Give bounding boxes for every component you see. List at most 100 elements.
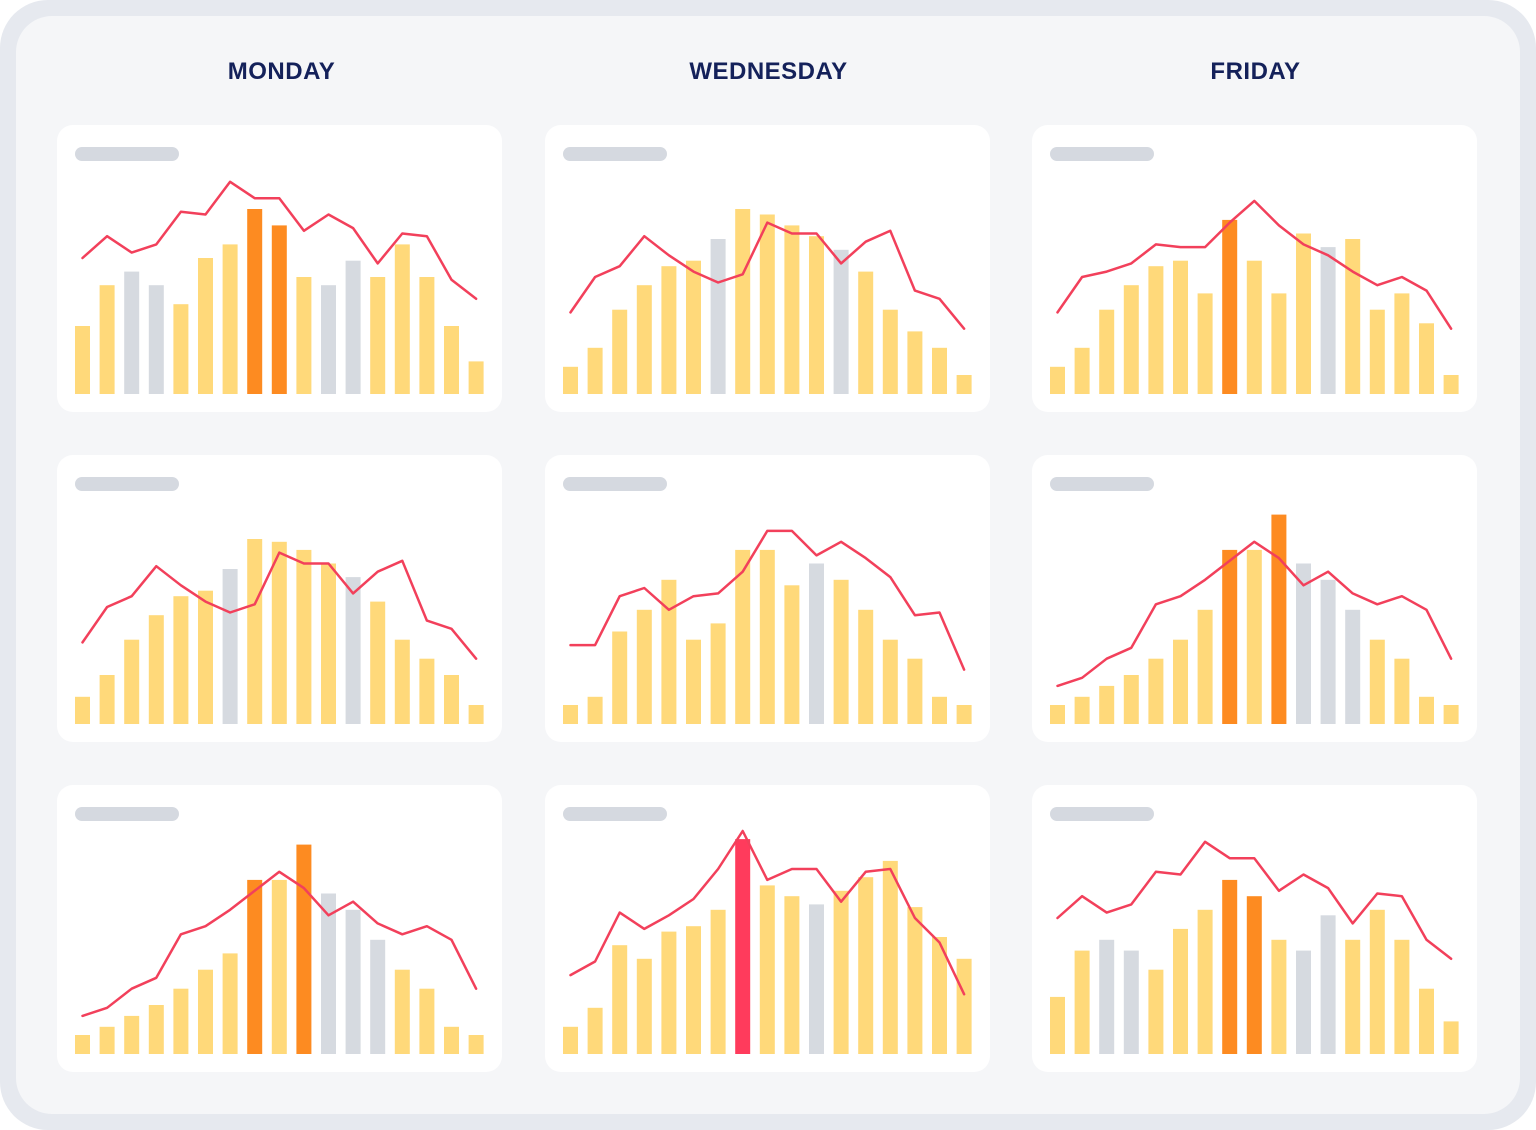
- bar[interactable]: [345, 909, 361, 1054]
- bar[interactable]: [563, 366, 578, 394]
- bar[interactable]: [587, 696, 603, 724]
- bar[interactable]: [1369, 309, 1385, 394]
- bar[interactable]: [1173, 260, 1188, 394]
- bar[interactable]: [1074, 347, 1090, 394]
- bar[interactable]: [809, 904, 824, 1054]
- bar[interactable]: [222, 953, 238, 1054]
- bar[interactable]: [686, 639, 701, 724]
- bar[interactable]: [1246, 260, 1262, 394]
- bar[interactable]: [198, 969, 213, 1054]
- bar[interactable]: [296, 549, 312, 724]
- bar[interactable]: [1123, 675, 1139, 724]
- bar[interactable]: [809, 236, 824, 394]
- bar[interactable]: [661, 579, 677, 724]
- bar[interactable]: [370, 277, 386, 394]
- bar[interactable]: [198, 590, 213, 724]
- bar[interactable]: [1394, 293, 1410, 394]
- bar[interactable]: [932, 696, 947, 724]
- bar[interactable]: [1074, 696, 1090, 724]
- bar[interactable]: [1197, 609, 1213, 724]
- bar[interactable]: [612, 309, 628, 394]
- bar[interactable]: [222, 244, 238, 394]
- bar[interactable]: [271, 879, 287, 1054]
- bar[interactable]: [563, 705, 578, 724]
- chart-card-friday-3[interactable]: [1032, 785, 1477, 1072]
- bar[interactable]: [173, 988, 189, 1054]
- bar[interactable]: [1271, 939, 1287, 1054]
- bar[interactable]: [296, 277, 312, 394]
- bar[interactable]: [148, 285, 164, 394]
- bar[interactable]: [1148, 266, 1164, 394]
- bar[interactable]: [1173, 928, 1188, 1054]
- bar[interactable]: [419, 277, 435, 394]
- bar[interactable]: [345, 577, 361, 724]
- bar[interactable]: [1050, 996, 1065, 1054]
- chart-card-monday-1[interactable]: [57, 125, 502, 412]
- bar[interactable]: [1369, 639, 1385, 724]
- bar[interactable]: [1099, 939, 1115, 1054]
- bar[interactable]: [1173, 639, 1188, 724]
- bar[interactable]: [882, 309, 898, 394]
- bar[interactable]: [247, 209, 263, 394]
- bar[interactable]: [858, 877, 874, 1054]
- chart-card-monday-3[interactable]: [57, 785, 502, 1072]
- bar[interactable]: [370, 601, 386, 724]
- bar[interactable]: [784, 585, 800, 724]
- bar[interactable]: [636, 609, 652, 724]
- bar[interactable]: [468, 1035, 484, 1054]
- bar[interactable]: [148, 1005, 164, 1054]
- bar[interactable]: [956, 375, 972, 394]
- bar[interactable]: [636, 958, 652, 1054]
- bar[interactable]: [1443, 705, 1459, 724]
- bar[interactable]: [1148, 969, 1164, 1054]
- bar[interactable]: [1074, 950, 1090, 1054]
- bar[interactable]: [1345, 239, 1361, 394]
- bar[interactable]: [444, 326, 459, 394]
- bar[interactable]: [394, 244, 410, 394]
- bar[interactable]: [1296, 950, 1311, 1054]
- bar[interactable]: [784, 896, 800, 1054]
- bar[interactable]: [468, 361, 484, 394]
- bar[interactable]: [419, 658, 435, 724]
- bar[interactable]: [1443, 1021, 1459, 1054]
- bar[interactable]: [735, 549, 751, 724]
- bar[interactable]: [271, 541, 287, 724]
- bar[interactable]: [587, 347, 603, 394]
- bar[interactable]: [612, 631, 628, 725]
- bar[interactable]: [1369, 909, 1385, 1054]
- bar[interactable]: [710, 623, 726, 724]
- bar[interactable]: [1296, 233, 1311, 395]
- bar[interactable]: [1222, 879, 1238, 1054]
- bar[interactable]: [321, 563, 336, 725]
- bar[interactable]: [735, 839, 751, 1054]
- bar[interactable]: [1419, 696, 1434, 724]
- bar[interactable]: [124, 1015, 140, 1054]
- bar[interactable]: [1320, 915, 1336, 1054]
- bar[interactable]: [444, 1026, 459, 1054]
- bar[interactable]: [173, 304, 189, 394]
- bar[interactable]: [587, 1007, 603, 1054]
- bar[interactable]: [636, 285, 652, 394]
- bar[interactable]: [833, 249, 849, 394]
- bar[interactable]: [1271, 514, 1287, 724]
- chart-card-monday-2[interactable]: [57, 455, 502, 742]
- bar[interactable]: [1320, 579, 1336, 724]
- bar[interactable]: [345, 260, 361, 394]
- bar[interactable]: [1197, 909, 1213, 1054]
- bar[interactable]: [1222, 549, 1238, 724]
- bar[interactable]: [222, 569, 238, 724]
- bar[interactable]: [710, 909, 726, 1054]
- bar[interactable]: [833, 579, 849, 724]
- bar[interactable]: [247, 539, 263, 724]
- bar[interactable]: [321, 893, 336, 1055]
- bar[interactable]: [563, 1026, 578, 1054]
- bar[interactable]: [932, 937, 947, 1054]
- bar[interactable]: [1148, 658, 1164, 724]
- bar[interactable]: [75, 696, 90, 724]
- bar[interactable]: [907, 331, 923, 394]
- bar[interactable]: [124, 639, 140, 724]
- bar[interactable]: [956, 958, 972, 1054]
- bar[interactable]: [99, 675, 115, 724]
- bar[interactable]: [1345, 939, 1361, 1054]
- bar[interactable]: [1050, 705, 1065, 724]
